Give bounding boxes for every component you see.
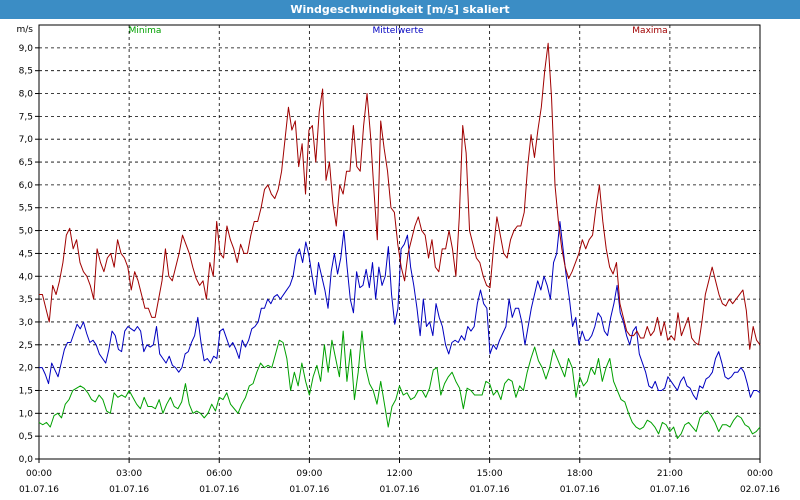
y-tick-label: 4,0 (19, 272, 34, 282)
x-tick-date: 01.07.16 (470, 485, 510, 495)
x-tick-time: 03:00 (116, 469, 142, 479)
x-tick-time: 21:00 (657, 469, 683, 479)
series-line-maxima (39, 42, 761, 350)
y-tick-label: 5,5 (19, 204, 33, 214)
y-tick-label: 3,5 (19, 295, 33, 305)
y-tick-label: 6,5 (19, 158, 33, 168)
y-tick-label: 4,5 (19, 249, 33, 259)
series-line-minima (38, 330, 761, 439)
x-tick-date: 01.07.16 (650, 485, 690, 495)
x-tick-date: 01.07.16 (379, 485, 419, 495)
x-tick-time: 00:00 (747, 469, 773, 479)
y-tick-label: 3,0 (19, 318, 34, 328)
x-tick-time: 06:00 (206, 469, 232, 479)
y-tick-label: 0,0 (19, 455, 34, 465)
y-tick-label: 7,0 (19, 135, 34, 145)
legend-entry-maxima: Maxima (632, 26, 667, 36)
legend-entry-mittelwerte: Mittelwerte (372, 26, 423, 36)
y-tick-label: 0,5 (19, 432, 33, 442)
y-tick-label: 7,5 (19, 112, 33, 122)
y-tick-label: 5,0 (19, 227, 34, 237)
y-tick-label: 1,5 (19, 386, 33, 396)
x-tick-date: 01.07.16 (289, 485, 329, 495)
y-tick-label: 6,0 (19, 181, 34, 191)
plot-frame (38, 24, 761, 460)
y-tick-label: 1,0 (19, 409, 34, 419)
x-tick-date: 01.07.16 (19, 485, 59, 495)
x-tick-time: 12:00 (387, 469, 413, 479)
x-tick-date: 02.07.16 (740, 485, 780, 495)
y-axis-label: m/s (17, 25, 34, 35)
y-tick-label: 2,0 (19, 364, 34, 374)
x-tick-time: 09:00 (296, 469, 322, 479)
y-tick-label: 2,5 (19, 341, 33, 351)
y-tick-label: 8,5 (19, 67, 33, 77)
y-tick-label: 8,0 (19, 90, 34, 100)
x-tick-date: 01.07.16 (199, 485, 239, 495)
chart-title: Windgeschwindigkeit [m/s] skaliert (0, 0, 800, 19)
series-line-mittelwerte (39, 220, 761, 401)
y-tick-label: 9,0 (19, 44, 34, 54)
legend-entry-minima: Minima (129, 26, 162, 36)
x-tick-time: 00:00 (26, 469, 52, 479)
chart-area: 0,0 0,5 1,0 1,5 2,0 2,5 3,0 3,5 4,0 4,5 5,0 5,5 6,0 6… (17, 24, 780, 495)
x-tick-time: 18:00 (567, 469, 593, 479)
x-tick-time: 15:00 (477, 469, 503, 479)
x-tick-date: 01.07.16 (560, 485, 600, 495)
x-tick-date: 01.07.16 (109, 485, 149, 495)
